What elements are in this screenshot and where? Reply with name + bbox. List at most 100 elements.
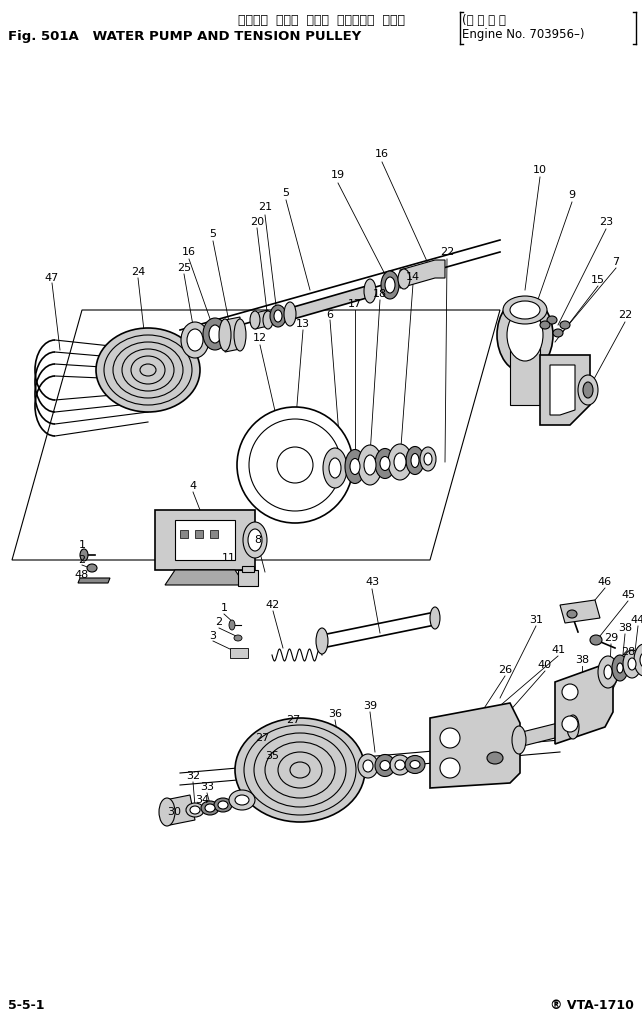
Text: 38: 38 xyxy=(575,655,589,665)
Polygon shape xyxy=(540,355,590,425)
Ellipse shape xyxy=(284,302,296,326)
Text: 5: 5 xyxy=(282,187,290,198)
Ellipse shape xyxy=(159,798,175,826)
Ellipse shape xyxy=(420,447,436,471)
Ellipse shape xyxy=(181,322,209,358)
Ellipse shape xyxy=(248,529,262,551)
Text: 7: 7 xyxy=(612,257,620,267)
Ellipse shape xyxy=(234,635,242,641)
Ellipse shape xyxy=(640,653,642,667)
Ellipse shape xyxy=(628,658,636,671)
Ellipse shape xyxy=(375,754,395,776)
Text: 31: 31 xyxy=(529,615,543,625)
Ellipse shape xyxy=(507,309,543,361)
Text: ® VTA-1710: ® VTA-1710 xyxy=(550,999,634,1012)
Circle shape xyxy=(440,728,460,748)
Polygon shape xyxy=(555,664,613,744)
Polygon shape xyxy=(165,795,195,825)
Ellipse shape xyxy=(316,628,328,654)
Ellipse shape xyxy=(540,321,550,329)
Ellipse shape xyxy=(617,663,623,673)
Ellipse shape xyxy=(590,635,602,645)
Polygon shape xyxy=(165,570,245,585)
Text: 19: 19 xyxy=(331,170,345,180)
Text: 22: 22 xyxy=(440,247,454,257)
Ellipse shape xyxy=(80,549,88,561)
Ellipse shape xyxy=(364,279,376,303)
Polygon shape xyxy=(78,578,110,583)
Ellipse shape xyxy=(218,801,228,809)
Ellipse shape xyxy=(358,445,382,485)
Text: 29: 29 xyxy=(604,633,618,643)
Ellipse shape xyxy=(567,715,579,739)
Ellipse shape xyxy=(214,798,232,812)
Ellipse shape xyxy=(96,328,200,412)
Text: 15: 15 xyxy=(591,275,605,285)
Bar xyxy=(238,570,258,586)
Text: 3: 3 xyxy=(209,631,216,641)
Text: 26: 26 xyxy=(498,665,512,675)
Ellipse shape xyxy=(487,752,503,764)
Polygon shape xyxy=(225,317,240,352)
Text: 27: 27 xyxy=(255,733,269,743)
Ellipse shape xyxy=(547,316,557,324)
Text: 28: 28 xyxy=(621,647,635,657)
Text: 10: 10 xyxy=(533,165,547,175)
Text: 25: 25 xyxy=(177,263,191,273)
Text: 45: 45 xyxy=(621,590,635,600)
Ellipse shape xyxy=(219,319,231,351)
Ellipse shape xyxy=(345,449,365,483)
Text: 24: 24 xyxy=(131,267,145,277)
Bar xyxy=(180,530,188,538)
Ellipse shape xyxy=(430,607,440,629)
Polygon shape xyxy=(510,315,540,405)
Text: 39: 39 xyxy=(363,701,377,711)
Ellipse shape xyxy=(263,311,273,329)
Polygon shape xyxy=(255,310,268,329)
Ellipse shape xyxy=(229,620,235,630)
Bar xyxy=(155,510,255,570)
Ellipse shape xyxy=(410,760,420,768)
Ellipse shape xyxy=(424,453,432,465)
Ellipse shape xyxy=(598,656,618,688)
Ellipse shape xyxy=(512,726,526,754)
Text: 36: 36 xyxy=(328,709,342,719)
Text: 5: 5 xyxy=(209,229,216,239)
Text: (適 用 号 機: (適 用 号 機 xyxy=(462,14,506,26)
Bar xyxy=(175,520,235,560)
Ellipse shape xyxy=(234,319,246,351)
Text: 11: 11 xyxy=(222,553,236,564)
Polygon shape xyxy=(518,720,575,746)
Text: 1: 1 xyxy=(220,603,227,613)
Ellipse shape xyxy=(350,459,360,475)
Text: 23: 23 xyxy=(599,217,613,227)
Ellipse shape xyxy=(270,305,286,327)
Ellipse shape xyxy=(87,564,97,572)
Ellipse shape xyxy=(235,795,249,805)
Text: 37: 37 xyxy=(641,603,642,613)
Polygon shape xyxy=(290,285,370,320)
Text: 8: 8 xyxy=(254,535,261,545)
Circle shape xyxy=(440,758,460,777)
Text: 27: 27 xyxy=(286,715,300,725)
Circle shape xyxy=(237,407,353,523)
Text: 1: 1 xyxy=(78,540,85,550)
Text: Fig. 501A   WATER PUMP AND TENSION PULLEY: Fig. 501A WATER PUMP AND TENSION PULLEY xyxy=(8,30,361,43)
Text: 32: 32 xyxy=(186,771,200,781)
Text: 14: 14 xyxy=(406,272,420,282)
Text: 43: 43 xyxy=(365,577,379,587)
Ellipse shape xyxy=(510,301,540,319)
Text: 12: 12 xyxy=(253,333,267,343)
Ellipse shape xyxy=(201,801,219,815)
Ellipse shape xyxy=(363,760,373,772)
Polygon shape xyxy=(430,703,520,788)
Text: 35: 35 xyxy=(265,751,279,761)
Circle shape xyxy=(562,716,578,732)
Circle shape xyxy=(562,684,578,700)
Ellipse shape xyxy=(604,665,612,679)
Ellipse shape xyxy=(385,277,395,293)
Ellipse shape xyxy=(388,444,412,480)
Text: 2: 2 xyxy=(216,616,223,627)
Text: 33: 33 xyxy=(200,782,214,792)
Ellipse shape xyxy=(235,718,365,822)
